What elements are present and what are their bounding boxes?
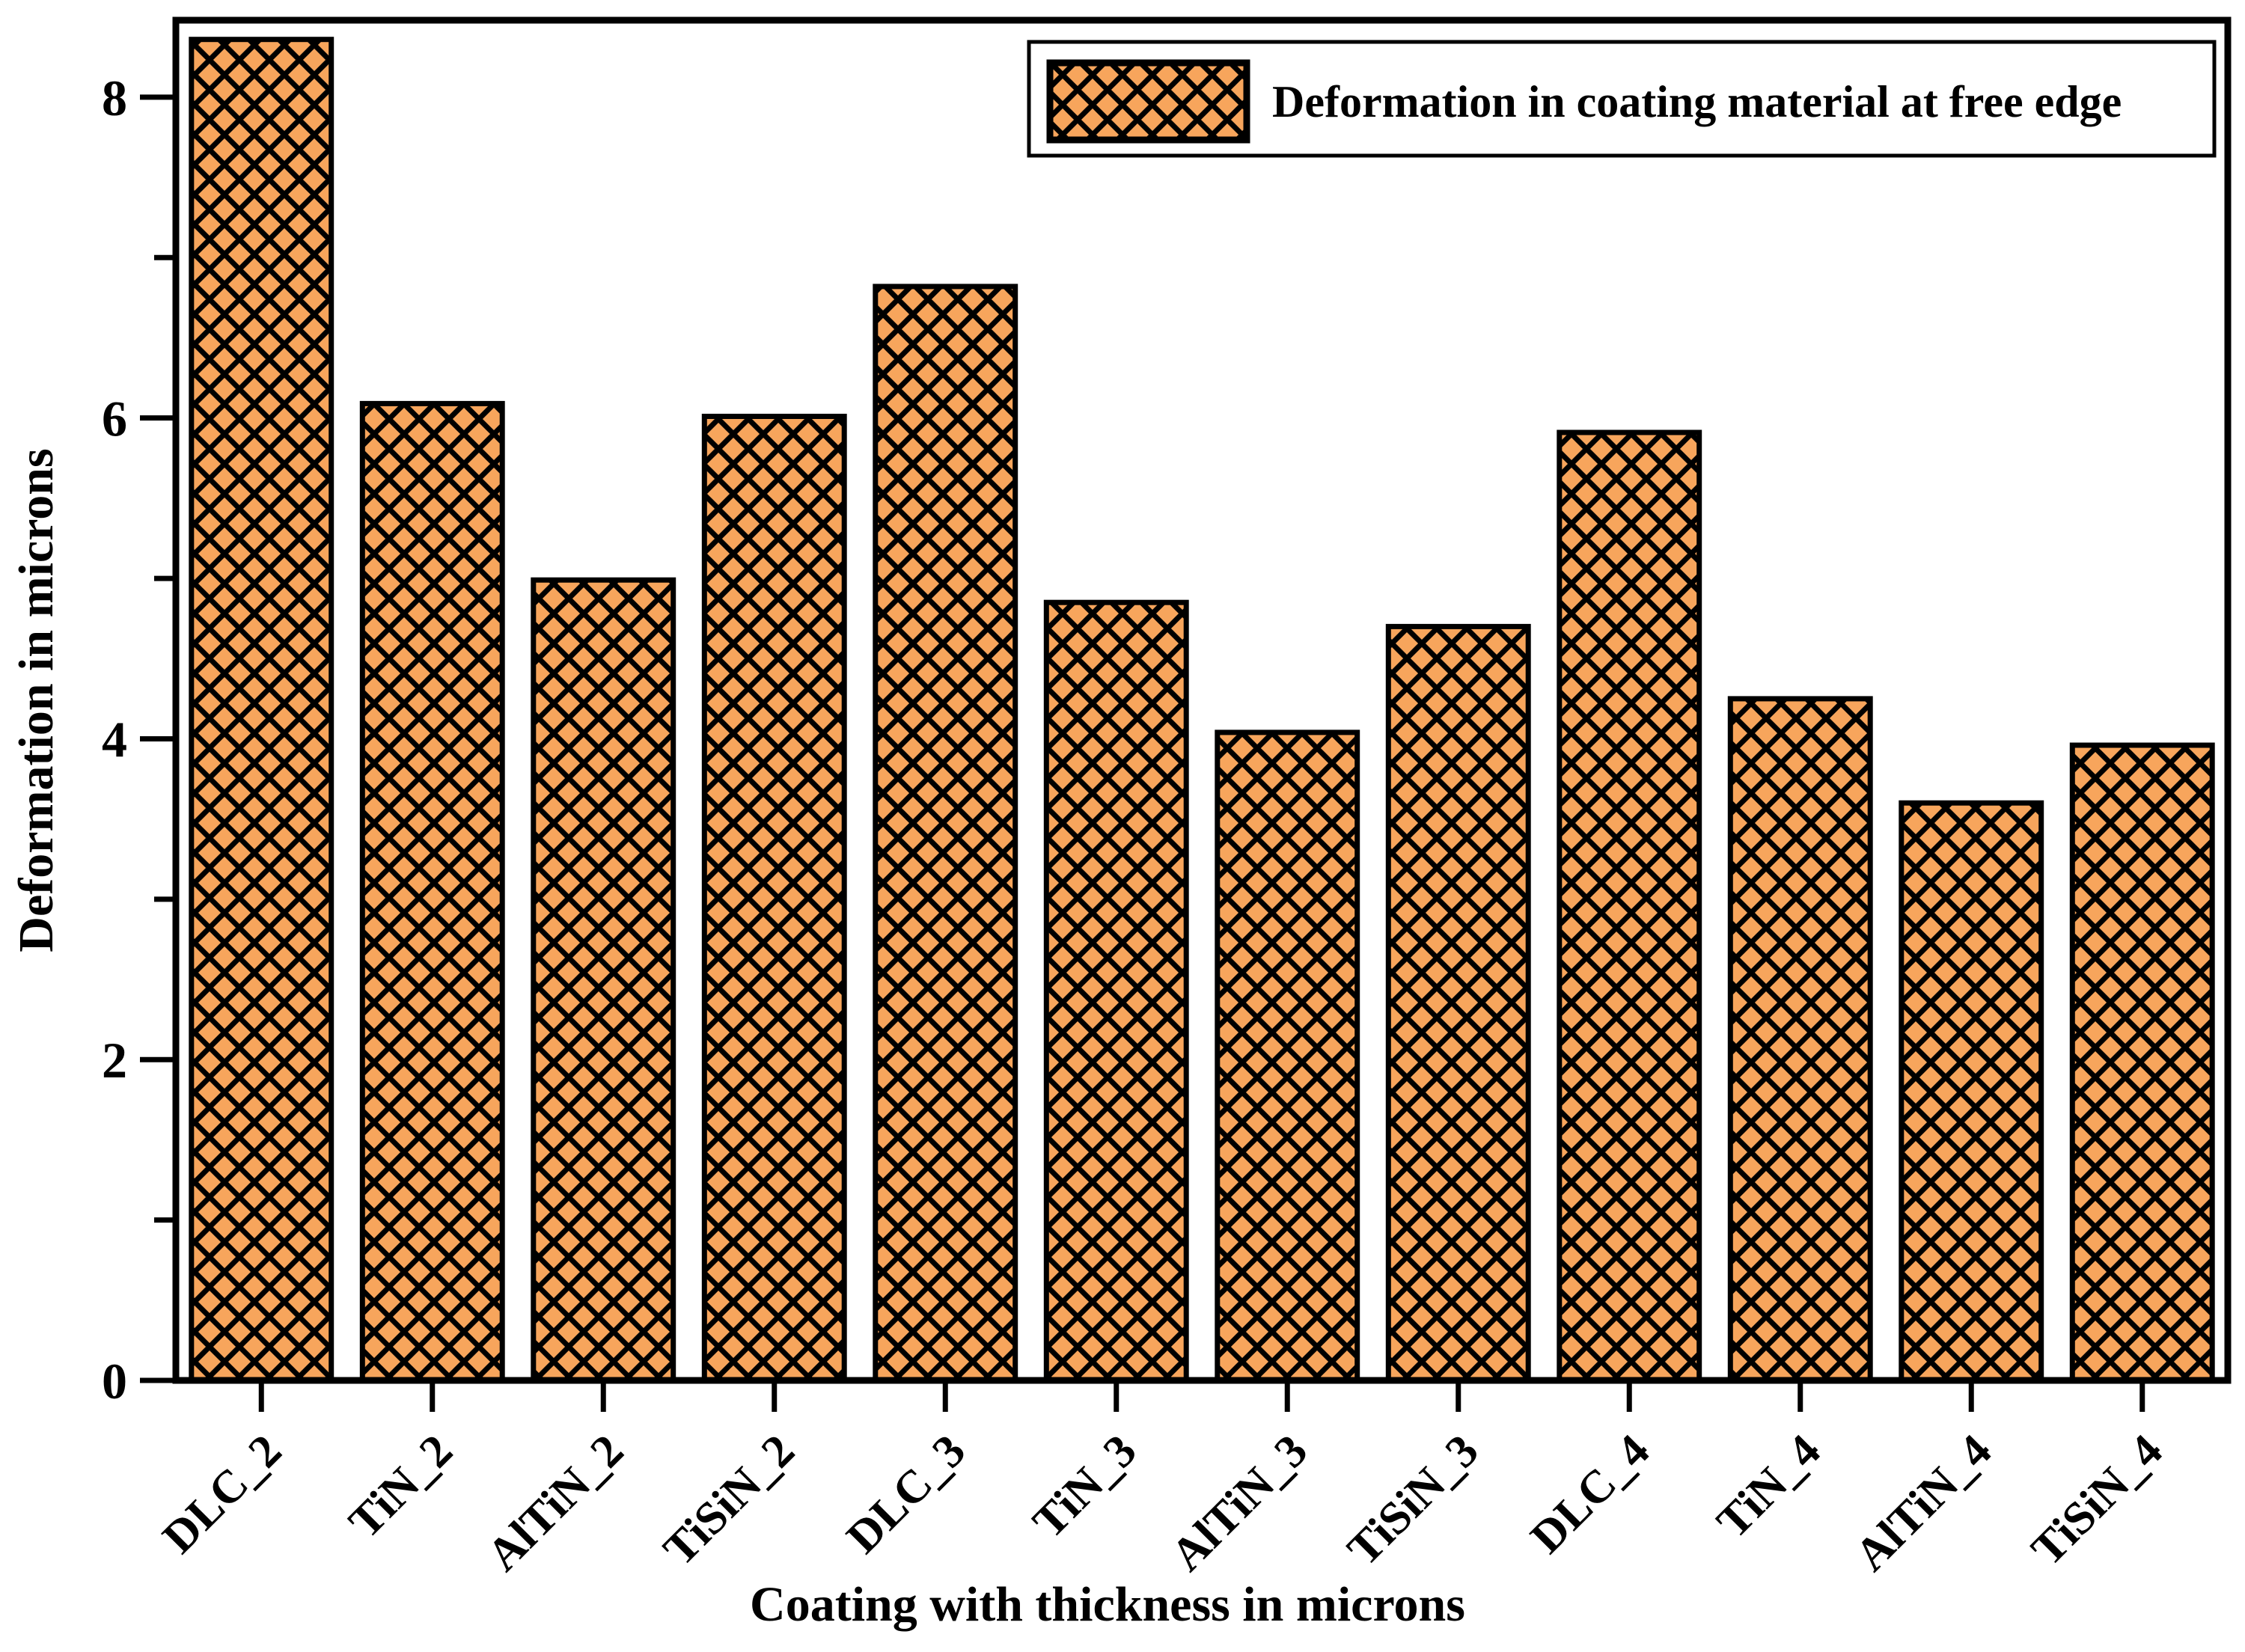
bar-DLC_2 [189,37,335,1383]
bar-DLC_3 [873,284,1018,1383]
legend-label: Deformation in coating material at free … [1272,77,2122,126]
y-tick-label-4: 4 [102,711,127,768]
bars-group [189,37,2215,1383]
bar-TiN_3 [1043,599,1189,1383]
y-tick-label-8: 8 [102,70,127,126]
y-tick-label-6: 6 [102,391,127,447]
x-axis-title: Coating with thickness in microns [750,1577,1465,1632]
bar-TiSiN_3 [1385,623,1531,1383]
bar-AlTiN_2 [531,577,676,1383]
y-tick-label-0: 0 [102,1353,127,1410]
legend: Deformation in coating material at free … [1027,40,2217,158]
bar-TiSiN_2 [701,414,847,1383]
bar-AlTiN_4 [1899,800,2044,1383]
plot-frame [172,16,2232,1384]
legend-swatch [1046,59,1250,144]
y-tick-label-2: 2 [102,1032,127,1089]
y-axis-ticks-group: 0 2 4 6 8 [102,70,176,1410]
bar-DLC_4 [1557,429,1702,1383]
bar-AlTiN_3 [1215,729,1360,1383]
x-axis-ticks-group [258,1380,2145,1412]
y-axis-title: Deformation in microns [9,448,64,952]
bar-TiSiN_4 [2069,742,2215,1383]
bar-TiN_2 [359,400,505,1383]
bar-TiN_4 [1727,696,1873,1383]
